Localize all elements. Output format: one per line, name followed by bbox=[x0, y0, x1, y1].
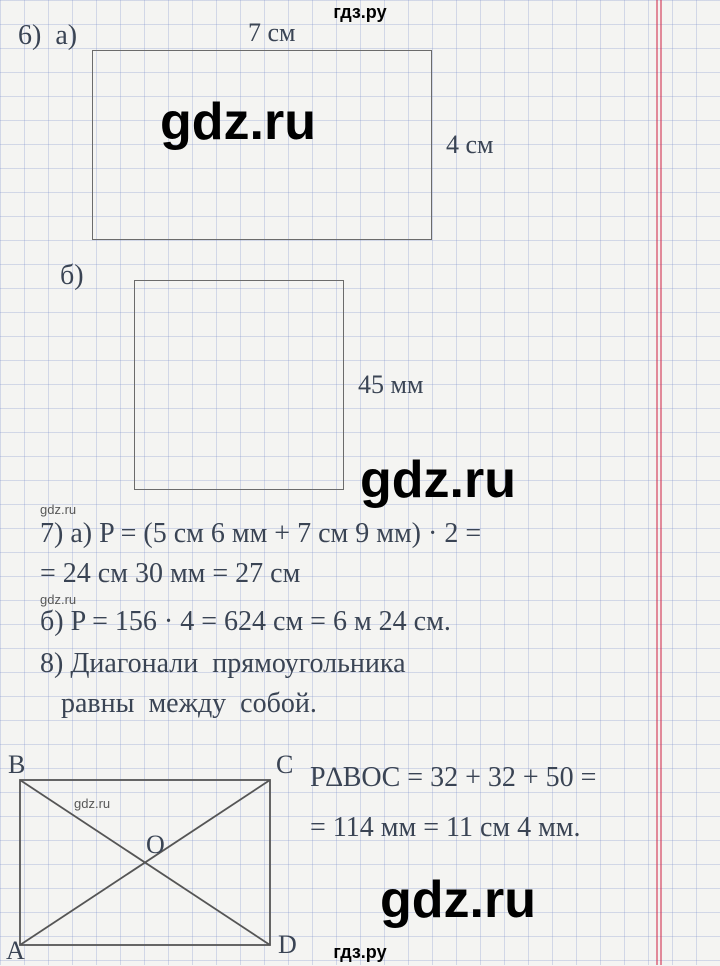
vertex-A: A bbox=[6, 936, 25, 966]
margin-line bbox=[660, 0, 662, 965]
rectangle-diagonals bbox=[14, 772, 284, 957]
margin-line bbox=[656, 0, 658, 965]
label-6a: 6) а) bbox=[18, 18, 77, 54]
watermark-small: gdz.ru bbox=[74, 796, 110, 811]
line-7b: б) P = 156 · 4 = 624 см = 6 м 24 см. bbox=[40, 604, 451, 640]
line-7a-2: = 24 см 30 мм = 27 см bbox=[40, 556, 300, 592]
square-b bbox=[134, 280, 344, 490]
page-header-top: гдз.ру bbox=[0, 2, 720, 23]
line-8-2: равны между собой. bbox=[40, 686, 317, 722]
watermark-big: gdz.ru bbox=[380, 870, 536, 930]
watermark-big: gdz.ru bbox=[360, 450, 516, 510]
label-7cm: 7 см bbox=[248, 18, 296, 48]
watermark-big: gdz.ru bbox=[160, 92, 316, 152]
vertex-D: D bbox=[278, 930, 297, 960]
line-pboc-2: = 114 мм = 11 см 4 мм. bbox=[310, 810, 581, 846]
line-8-1: 8) Диагонали прямоугольника bbox=[40, 646, 406, 682]
vertex-B: B bbox=[8, 750, 25, 780]
line-pboc-1: P∆BOC = 32 + 32 + 50 = bbox=[310, 760, 596, 796]
label-45mm: 45 мм bbox=[358, 370, 423, 400]
line-7a-1: 7) а) P = (5 см 6 мм + 7 см 9 мм) · 2 = bbox=[40, 516, 481, 552]
vertex-C: C bbox=[276, 750, 293, 780]
watermark-small: gdz.ru bbox=[40, 502, 76, 517]
label-4cm: 4 см bbox=[446, 130, 494, 160]
center-O: O bbox=[146, 830, 165, 860]
label-6b: б) bbox=[60, 258, 84, 294]
